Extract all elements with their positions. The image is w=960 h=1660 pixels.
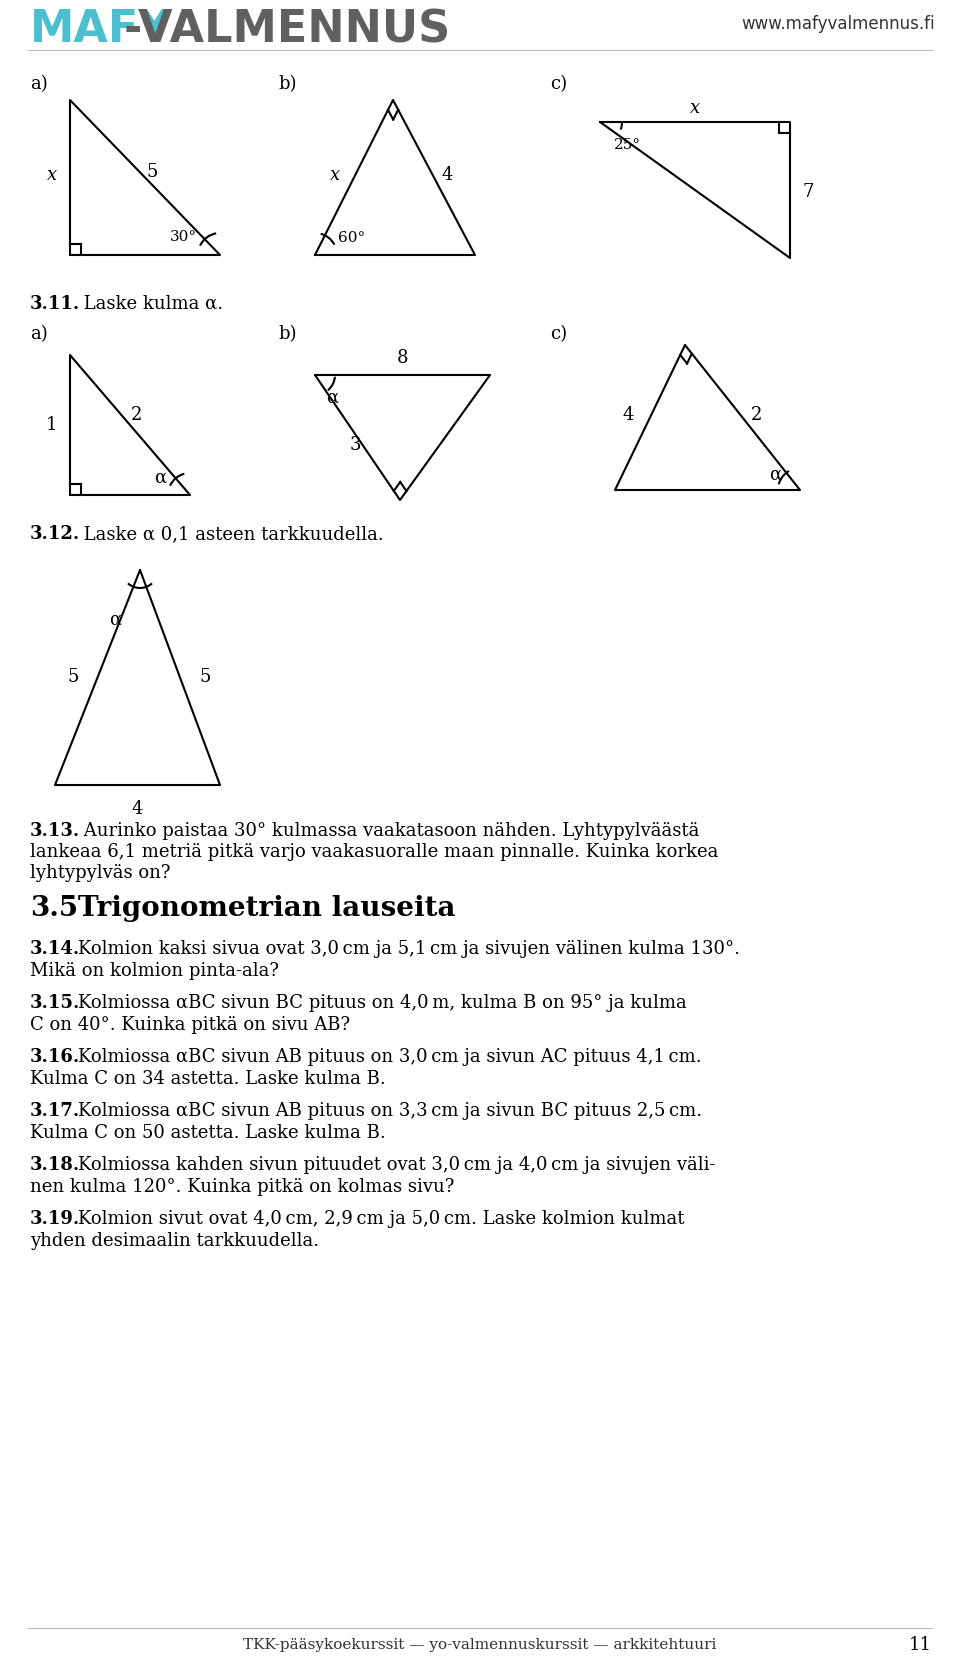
Text: 2: 2 <box>132 407 143 423</box>
Text: Kolmiossa αBC sivun BC pituus on 4,0 m, kulma B on 95° ja kulma: Kolmiossa αBC sivun BC pituus on 4,0 m, … <box>78 994 686 1013</box>
Text: 3.15.: 3.15. <box>30 994 81 1013</box>
Text: Trigonometrian lauseita: Trigonometrian lauseita <box>78 895 455 921</box>
Text: 4: 4 <box>442 166 453 184</box>
Text: 3.12.: 3.12. <box>30 525 81 543</box>
Text: MAFY: MAFY <box>30 8 172 51</box>
Text: c): c) <box>550 75 567 93</box>
Text: b): b) <box>278 75 297 93</box>
Text: 11: 11 <box>909 1637 932 1653</box>
Text: lankeaa 6,1 metriä pitkä varjo vaakasuoralle maan pinnalle. Kuinka korkea: lankeaa 6,1 metriä pitkä varjo vaakasuor… <box>30 843 718 862</box>
Text: 3: 3 <box>349 437 361 453</box>
Text: x: x <box>47 166 57 184</box>
Text: α: α <box>154 470 166 486</box>
Text: Laske α 0,1 asteen tarkkuudella.: Laske α 0,1 asteen tarkkuudella. <box>78 525 384 543</box>
Text: Kolmion sivut ovat 4,0 cm, 2,9 cm ja 5,0 cm. Laske kolmion kulmat: Kolmion sivut ovat 4,0 cm, 2,9 cm ja 5,0… <box>78 1210 684 1228</box>
Text: x: x <box>330 166 340 184</box>
Text: 3.16.: 3.16. <box>30 1047 81 1066</box>
Text: x: x <box>690 100 700 116</box>
Text: nen kulma 120°. Kuinka pitkä on kolmas sivu?: nen kulma 120°. Kuinka pitkä on kolmas s… <box>30 1179 454 1195</box>
Text: 3.14.: 3.14. <box>30 940 81 958</box>
Text: Kolmion kaksi sivua ovat 3,0 cm ja 5,1 cm ja sivujen välinen kulma 130°.: Kolmion kaksi sivua ovat 3,0 cm ja 5,1 c… <box>78 940 740 958</box>
Text: b): b) <box>278 325 297 344</box>
Text: 3.13.: 3.13. <box>30 822 81 840</box>
Text: α: α <box>769 466 781 485</box>
Text: 3.19.: 3.19. <box>30 1210 81 1228</box>
Text: 1: 1 <box>46 417 58 433</box>
Text: Kolmiossa αBC sivun AB pituus on 3,3 cm ja sivun BC pituus 2,5 cm.: Kolmiossa αBC sivun AB pituus on 3,3 cm … <box>78 1102 702 1120</box>
Text: 5: 5 <box>200 667 210 686</box>
Text: a): a) <box>30 75 48 93</box>
Text: Mikä on kolmion pinta-ala?: Mikä on kolmion pinta-ala? <box>30 963 279 979</box>
Text: 8: 8 <box>396 349 408 367</box>
Text: 3.17.: 3.17. <box>30 1102 81 1120</box>
Text: 5: 5 <box>146 163 157 181</box>
Text: 7: 7 <box>803 183 814 201</box>
Text: 30°: 30° <box>170 231 197 244</box>
Text: 60°: 60° <box>338 231 365 246</box>
Text: Kulma C on 34 astetta. Laske kulma B.: Kulma C on 34 astetta. Laske kulma B. <box>30 1071 386 1087</box>
Text: c): c) <box>550 325 567 344</box>
Text: Laske kulma α.: Laske kulma α. <box>78 295 223 314</box>
Text: α: α <box>326 388 338 407</box>
Text: 25°: 25° <box>614 138 641 153</box>
Text: Kulma C on 50 astetta. Laske kulma B.: Kulma C on 50 astetta. Laske kulma B. <box>30 1124 386 1142</box>
Text: 4: 4 <box>132 800 143 818</box>
Text: yhden desimaalin tarkkuudella.: yhden desimaalin tarkkuudella. <box>30 1232 319 1250</box>
Text: www.mafyvalmennus.fi: www.mafyvalmennus.fi <box>741 15 935 33</box>
Text: 2: 2 <box>752 407 762 423</box>
Text: C on 40°. Kuinka pitkä on sivu AB?: C on 40°. Kuinka pitkä on sivu AB? <box>30 1016 350 1034</box>
Text: 3.11.: 3.11. <box>30 295 81 314</box>
Text: α: α <box>108 611 121 629</box>
Text: -VALMENNUS: -VALMENNUS <box>124 8 451 51</box>
Text: a): a) <box>30 325 48 344</box>
Text: 3.5: 3.5 <box>30 895 78 921</box>
Text: Aurinko paistaa 30° kulmassa vaakatasoon nähden. Lyhtypylväästä: Aurinko paistaa 30° kulmassa vaakatasoon… <box>78 822 700 840</box>
Text: Kolmiossa kahden sivun pituudet ovat 3,0 cm ja 4,0 cm ja sivujen väli-: Kolmiossa kahden sivun pituudet ovat 3,0… <box>78 1155 715 1174</box>
Text: lyhtypylväs on?: lyhtypylväs on? <box>30 863 171 881</box>
Text: 3.18.: 3.18. <box>30 1155 81 1174</box>
Text: Kolmiossa αBC sivun AB pituus on 3,0 cm ja sivun AC pituus 4,1 cm.: Kolmiossa αBC sivun AB pituus on 3,0 cm … <box>78 1047 702 1066</box>
Text: 4: 4 <box>622 407 634 423</box>
Text: 5: 5 <box>67 667 79 686</box>
Text: TKK-pääsykoekurssit — yo-valmennuskurssit — arkkitehtuuri: TKK-pääsykoekurssit — yo-valmennuskurssi… <box>243 1638 717 1652</box>
